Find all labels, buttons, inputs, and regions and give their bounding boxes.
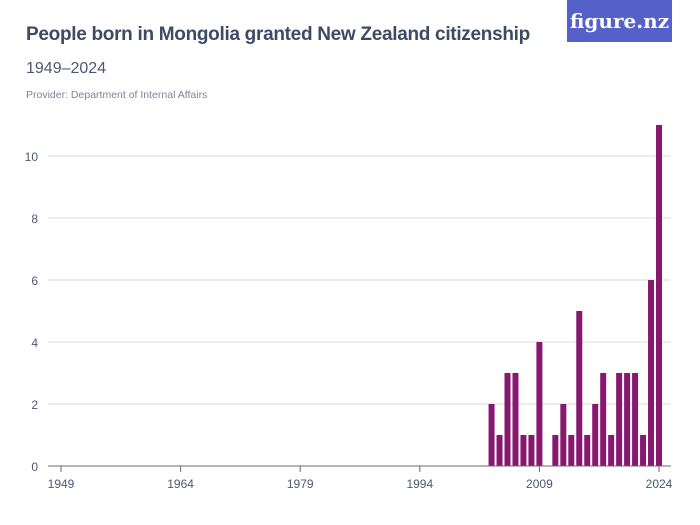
bar-2015 [584,435,591,466]
y-tick-label: 6 [31,274,38,288]
x-tick-label: 1979 [287,477,314,491]
bar-2019 [616,373,623,466]
bar-2009 [536,342,543,466]
bar-2007 [520,435,527,466]
x-tick-label: 2009 [526,477,553,491]
bar-2003 [488,404,495,466]
y-tick-label: 2 [31,398,38,412]
bar-2020 [624,373,631,466]
bar-2017 [600,373,607,466]
y-tick-label: 0 [31,460,38,474]
y-tick-label: 10 [25,150,39,164]
bar-2023 [648,280,655,466]
bar-2018 [608,435,615,466]
bar-2022 [640,435,647,466]
chart-title: People born in Mongolia granted New Zeal… [26,24,530,45]
bar-2016 [592,404,599,466]
y-tick-label: 4 [31,336,38,350]
x-tick-label: 2024 [646,477,673,491]
y-tick-label: 8 [31,212,38,226]
bar-2024 [656,125,662,466]
chart-subtitle: 1949–2024 [26,60,107,77]
figure-nz-logo[interactable]: figure.nz [567,0,672,42]
x-tick-label: 1964 [167,477,194,491]
bar-2013 [568,435,575,466]
x-tick-label: 1994 [406,477,433,491]
bar-2021 [632,373,639,466]
bar-2005 [504,373,511,466]
bar-2012 [560,404,567,466]
bar-2014 [576,311,583,466]
x-tick-label: 1949 [48,477,75,491]
bar-2006 [512,373,519,466]
bar-2004 [496,435,503,466]
bar-2011 [552,435,559,466]
bar-2008 [528,435,535,466]
provider-text: Provider: Department of Internal Affairs [26,89,208,101]
